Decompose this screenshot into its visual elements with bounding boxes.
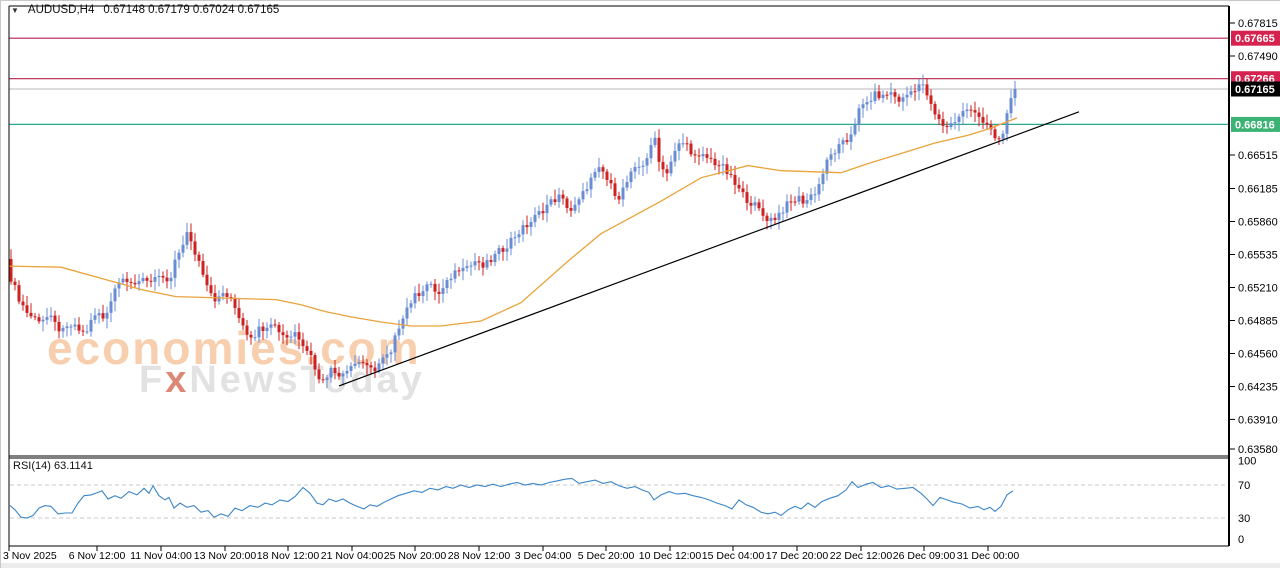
time-tick-label: 17 Dec 20:00 (766, 550, 829, 562)
price-tick-label: 0.65210 (1238, 282, 1278, 294)
rsi-scale-label: 30 (1238, 513, 1250, 525)
time-axis[interactable] (9, 547, 1229, 563)
level-0.67665-badge-label: 0.67665 (1235, 33, 1275, 45)
chart-legend: ▼ AUDUSD,H4 0.67148 0.67179 0.67024 0.67… (11, 4, 279, 16)
time-tick-label: 26 Dec 09:00 (893, 550, 956, 562)
ascending-trendline[interactable] (338, 111, 1080, 387)
price-tick-label: 0.64560 (1238, 348, 1278, 360)
time-tick-label: 21 Nov 04:00 (321, 550, 384, 562)
rsi-line (9, 477, 1014, 519)
time-tick-label: 10 Dec 12:00 (639, 550, 702, 562)
price-tick-label: 0.67490 (1238, 51, 1278, 63)
price-tick-label: 0.65535 (1238, 249, 1278, 261)
window-bottom-edge (1, 563, 1280, 568)
price-tick-label: 0.66515 (1238, 150, 1278, 162)
time-tick-label: 11 Nov 04:00 (130, 550, 192, 562)
watermark-economies: economies.com (47, 322, 421, 374)
watermark-fx-f: F (139, 359, 166, 401)
level-0.66816-badge[interactable] (1231, 116, 1280, 132)
price-axis[interactable] (1231, 6, 1280, 546)
time-tick-label: 3 Nov 2025 (3, 550, 57, 562)
time-tick-label: 5 Dec 20:00 (578, 550, 635, 562)
rsi-scale-label: 70 (1238, 480, 1250, 492)
price-tick-label: 0.63910 (1238, 414, 1278, 426)
time-tick-label: 22 Dec 12:00 (830, 550, 893, 562)
time-tick-label: 25 Nov 20:00 (384, 550, 447, 562)
moving-average-line (8, 117, 1018, 327)
chart-collapse-triangle-icon[interactable]: ▼ (11, 5, 19, 15)
current-price-badge-label: 0.67165 (1235, 84, 1275, 96)
price-tick-label: 0.63580 (1238, 444, 1278, 456)
legend-ohlc-values: 0.67148 0.67179 0.67024 0.67165 (103, 4, 280, 16)
time-tick-label: 13 Nov 20:00 (194, 550, 257, 562)
level-0.66816-badge-label: 0.66816 (1235, 119, 1275, 131)
time-tick-label: 18 Nov 12:00 (257, 550, 320, 562)
legend-symbol-timeframe: AUDUSD,H4 (27, 4, 95, 16)
rsi-scale-label: 100 (1238, 455, 1256, 467)
time-tick-label: 31 Dec 00:00 (957, 550, 1020, 562)
time-tick-label: 3 Dec 04:00 (515, 550, 572, 562)
rsi-scale-label: 0 (1238, 534, 1244, 546)
price-tick-label: 0.67815 (1238, 18, 1278, 30)
level-0.67665-badge[interactable] (1231, 30, 1280, 46)
watermark-fx-x: x (165, 359, 190, 401)
price-tick-label: 0.66185 (1238, 183, 1278, 195)
time-tick-label: 6 Nov 12:00 (69, 550, 126, 562)
candlesticks (9, 74, 1017, 389)
price-tick-label: 0.65860 (1238, 216, 1278, 228)
price-tick-label: 0.64235 (1238, 381, 1278, 393)
time-tick-label: 15 Dec 04:00 (702, 550, 765, 562)
rsi-indicator-label: RSI(14) 63.1141 (13, 460, 93, 472)
time-tick-label: 28 Nov 12:00 (448, 550, 511, 562)
price-tick-label: 0.64885 (1238, 315, 1278, 327)
current-price-badge (1231, 81, 1280, 97)
